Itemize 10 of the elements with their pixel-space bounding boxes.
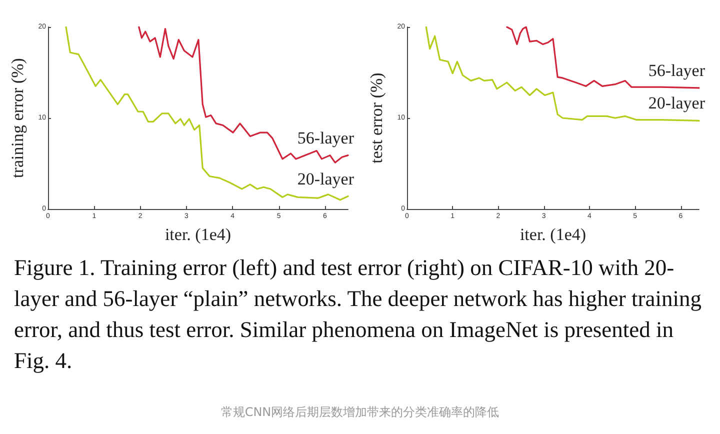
y-axis-title: training error (%)	[8, 58, 27, 178]
y-axis-title: test error (%)	[367, 72, 386, 164]
series-label: 56-layer	[297, 128, 354, 148]
text: 常规CNN网络后期层数增加带来的分类准确率的降低	[220, 404, 500, 421]
x-axis-title: iter. (1e4)	[520, 225, 586, 244]
series-label: 20-layer	[648, 94, 706, 113]
series-label: 56-layer	[648, 60, 706, 80]
caption: Figure 1. Training error (left) and test error (right) on CIFAR-10 with 20-layer and 56-layer “plain” networks. The deeper network has higher training error, and thus test error. Similar phenomena on ImageNet is presented in Fig. 4.	[14, 254, 702, 375]
x-axis-title: iter. (1e4)	[164, 225, 232, 244]
series-label: 20-layer	[297, 169, 354, 188]
